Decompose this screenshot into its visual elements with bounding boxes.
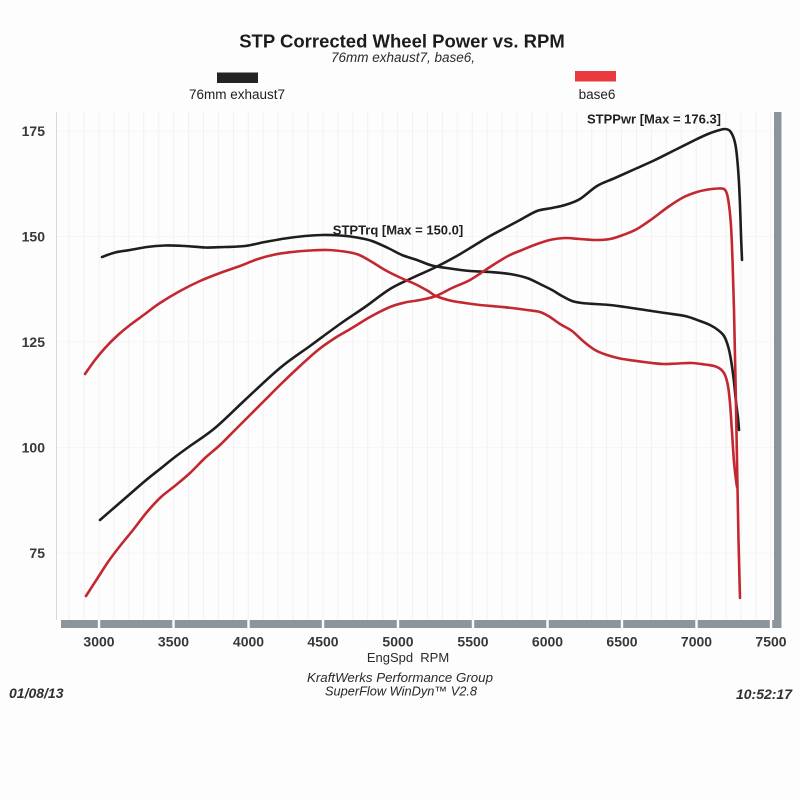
svg-text:STP Corrected Wheel Power vs.: STP Corrected Wheel Power vs. RPM xyxy=(239,30,565,51)
svg-text:4000: 4000 xyxy=(233,634,264,650)
svg-text:EngSpd RPM: EngSpd RPM xyxy=(367,650,449,665)
svg-text:7500: 7500 xyxy=(755,634,786,650)
svg-text:150: 150 xyxy=(22,229,46,245)
svg-text:STPPwr [Max = 176.3]: STPPwr [Max = 176.3] xyxy=(587,112,721,127)
svg-text:STPTrq [Max = 150.0]: STPTrq [Max = 150.0] xyxy=(333,223,463,238)
svg-text:3500: 3500 xyxy=(158,634,189,650)
svg-text:75: 75 xyxy=(29,545,45,561)
svg-text:01/08/13: 01/08/13 xyxy=(9,685,64,701)
svg-text:100: 100 xyxy=(22,440,46,456)
svg-text:7000: 7000 xyxy=(681,634,712,650)
svg-text:76mm exhaust7, base6,: 76mm exhaust7, base6, xyxy=(331,50,475,65)
svg-text:4500: 4500 xyxy=(307,634,338,650)
svg-text:10:52:17: 10:52:17 xyxy=(736,686,793,702)
svg-text:125: 125 xyxy=(22,334,46,350)
svg-text:175: 175 xyxy=(22,123,46,139)
svg-text:6500: 6500 xyxy=(606,634,637,650)
svg-text:5500: 5500 xyxy=(457,634,488,650)
svg-text:5000: 5000 xyxy=(382,634,413,650)
svg-text:3000: 3000 xyxy=(83,634,114,650)
svg-text:76mm exhaust7: 76mm exhaust7 xyxy=(189,87,285,102)
svg-text:base6: base6 xyxy=(579,87,616,102)
svg-text:SuperFlow WinDyn™ V2.8: SuperFlow WinDyn™ V2.8 xyxy=(325,684,478,699)
svg-text:6000: 6000 xyxy=(532,634,563,650)
svg-text:KraftWerks Performance Group: KraftWerks Performance Group xyxy=(307,670,493,685)
